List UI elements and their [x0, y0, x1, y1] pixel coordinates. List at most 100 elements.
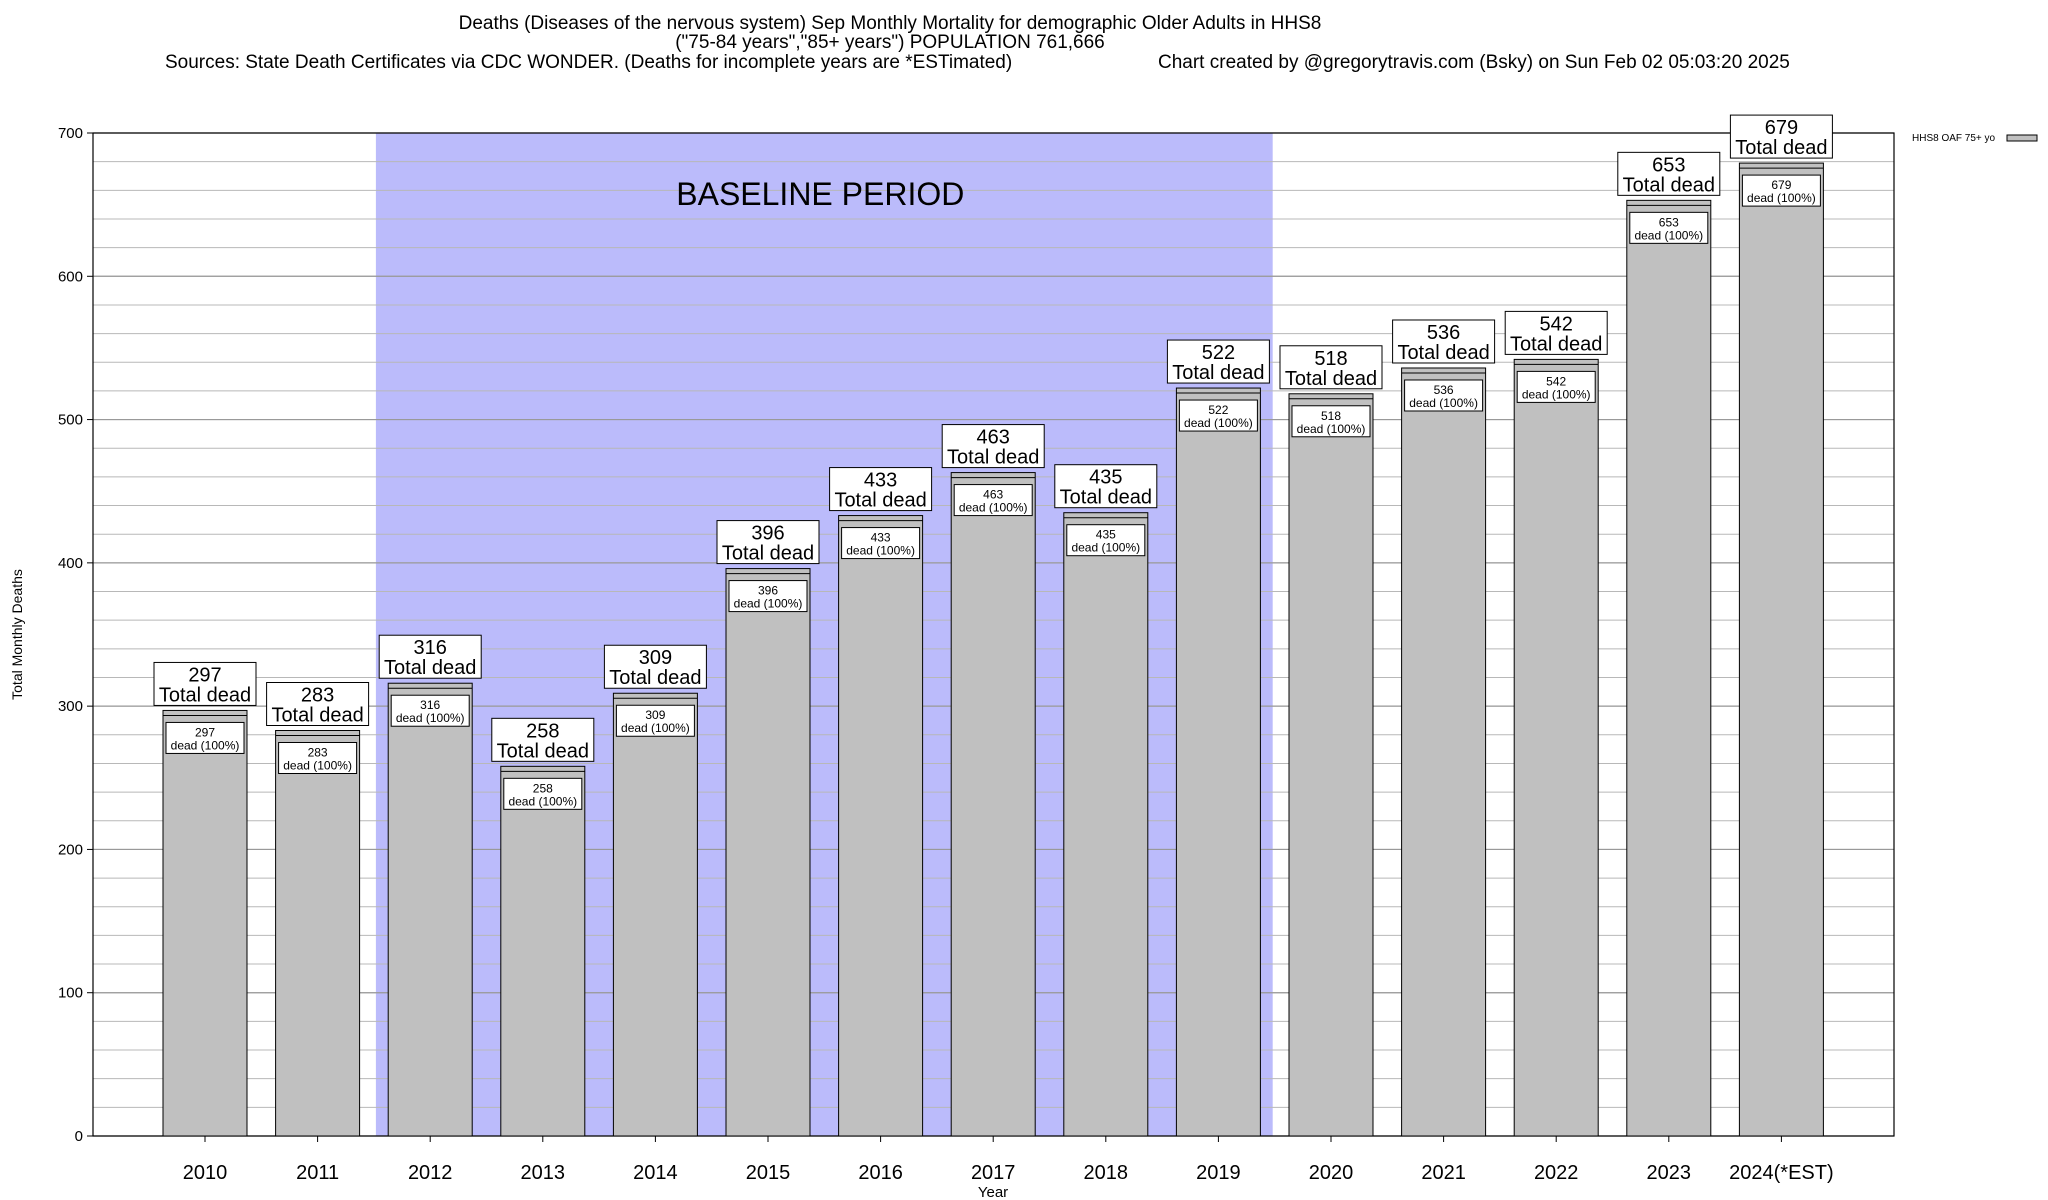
total-label-value: 463 [977, 427, 1010, 449]
chart-subtitle: ("75-84 years","85+ years") POPULATION 7… [675, 32, 1105, 53]
total-label-box [1504, 310, 1608, 355]
inner-label-text: dead (100%) [508, 794, 577, 808]
chart-sources: Sources: State Death Certificates via CD… [165, 52, 1013, 73]
total-label-value: 309 [639, 647, 672, 669]
x-tick-label: 2022 [1534, 1162, 1579, 1184]
y-tick-label: 200 [58, 841, 83, 858]
total-label-text: Total dead [384, 657, 476, 679]
total-label-value: 542 [1540, 313, 1573, 335]
bar [275, 730, 361, 1137]
inner-label-box [953, 484, 1033, 517]
total-label-value: 396 [751, 523, 784, 545]
inner-label-text: dead (100%) [396, 711, 465, 725]
bar [950, 472, 1036, 1137]
total-label-box [716, 520, 820, 565]
x-tick-label: 2012 [408, 1162, 453, 1184]
inner-label-text: dead (100%) [621, 721, 690, 735]
total-label-value: 258 [526, 720, 559, 742]
x-tick-label: 2015 [746, 1162, 791, 1184]
inner-label-text: dead (100%) [1297, 422, 1366, 436]
total-label-value: 433 [864, 470, 897, 492]
total-label-text: Total dead [1397, 342, 1489, 364]
inner-label-box [1291, 405, 1371, 438]
y-tick-label: 700 [58, 125, 83, 142]
inner-label-value: 435 [1096, 528, 1116, 542]
inner-label-text: dead (100%) [959, 501, 1028, 515]
x-tick-label: 2017 [971, 1162, 1016, 1184]
total-label-value: 283 [301, 685, 334, 707]
total-label-text: Total dead [834, 490, 926, 512]
total-label-text: Total dead [271, 705, 363, 727]
total-label-text: Total dead [609, 667, 701, 689]
inner-label-value: 518 [1321, 409, 1341, 423]
total-label-text: Total dead [1172, 362, 1264, 384]
total-label-text: Total dead [497, 740, 589, 762]
baseline-period-label: BASELINE PERIOD [676, 176, 964, 212]
inner-label-box [1741, 174, 1821, 207]
inner-label-value: 542 [1546, 374, 1566, 388]
bar [612, 692, 698, 1137]
bar [500, 765, 586, 1137]
total-label-value: 679 [1765, 117, 1798, 139]
inner-label-value: 258 [533, 781, 553, 795]
y-tick-label: 600 [58, 268, 83, 285]
inner-label-value: 283 [308, 746, 328, 760]
total-label-box [1729, 114, 1833, 159]
inner-label-text: dead (100%) [734, 597, 803, 611]
x-tick-label: 2014 [633, 1162, 678, 1184]
total-label-box [1617, 151, 1721, 196]
inner-label-text: dead (100%) [846, 544, 915, 558]
bar [1626, 199, 1712, 1137]
total-label-box [1392, 319, 1496, 364]
inner-label-box [1629, 211, 1709, 244]
bar [162, 709, 248, 1137]
total-label-value: 653 [1652, 154, 1685, 176]
total-label-box [941, 424, 1045, 469]
total-label-text: Total dead [1285, 368, 1377, 390]
bar [1513, 358, 1599, 1137]
x-tick-label: 2010 [183, 1162, 228, 1184]
inner-label-value: 316 [420, 698, 440, 712]
inner-label-box [615, 704, 695, 737]
total-label-text: Total dead [722, 543, 814, 565]
inner-label-value: 536 [1434, 383, 1454, 397]
total-label-value: 297 [188, 664, 221, 686]
bar [1401, 367, 1487, 1137]
total-label-value: 518 [1314, 348, 1347, 370]
bar [387, 682, 473, 1137]
x-tick-label: 2021 [1421, 1162, 1466, 1184]
y-tick-label: 300 [58, 698, 83, 715]
inner-label-text: dead (100%) [283, 759, 352, 773]
chart-credit: Chart created by @gregorytravis.com (Bsk… [1158, 52, 1790, 73]
inner-label-text: dead (100%) [1747, 191, 1816, 205]
x-tick-label: 2013 [521, 1162, 566, 1184]
total-label-box [1054, 464, 1158, 509]
inner-label-text: dead (100%) [1409, 396, 1478, 410]
total-label-box [1166, 339, 1270, 384]
inner-label-value: 653 [1659, 215, 1679, 229]
x-axis-label: Year [978, 1184, 1008, 1200]
y-axis-label: Total Monthly Deaths [9, 569, 25, 700]
chart-title: Deaths (Diseases of the nervous system) … [458, 13, 1322, 34]
inner-label-box [503, 777, 583, 810]
inner-label-box [1516, 370, 1596, 403]
inner-label-value: 309 [645, 708, 665, 722]
x-tick-label: 2011 [296, 1162, 339, 1184]
inner-label-value: 463 [983, 488, 1003, 502]
y-tick-label: 100 [58, 985, 83, 1002]
total-label-value: 316 [414, 637, 447, 659]
total-label-text: Total dead [159, 684, 251, 706]
total-label-value: 435 [1089, 467, 1122, 489]
inner-label-text: dead (100%) [1071, 541, 1140, 555]
inner-label-value: 433 [871, 531, 891, 545]
total-label-text: Total dead [1623, 174, 1715, 196]
total-label-box [491, 717, 595, 762]
y-tick-label: 500 [58, 412, 83, 429]
inner-label-box [278, 742, 358, 775]
inner-label-box [1066, 524, 1146, 557]
total-label-text: Total dead [1735, 137, 1827, 159]
x-tick-label: 2020 [1309, 1162, 1354, 1184]
inner-label-value: 522 [1208, 403, 1228, 417]
total-label-box [153, 661, 257, 706]
inner-label-text: dead (100%) [1184, 416, 1253, 430]
